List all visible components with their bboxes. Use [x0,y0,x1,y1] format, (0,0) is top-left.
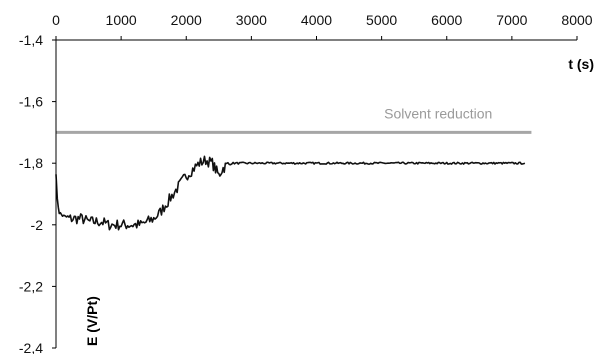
y-tick-label: -2 [31,217,44,233]
y-axis-title: E (V/Pt) [84,296,100,346]
x-tick-label: 5000 [366,12,397,28]
x-tick-label: 3000 [236,12,267,28]
x-tick-label: 8000 [561,12,592,28]
x-tick-label: 7000 [496,12,527,28]
x-tick-label: 0 [52,12,60,28]
y-tick-label: -1,4 [19,32,43,48]
y-tick-label: -1,6 [19,94,43,110]
x-axis-ticks: 0 1000 2000 3000 4000 5000 6000 7000 8000 [52,12,593,40]
reference-lines: Solvent reduction [56,105,532,134]
x-tick-label: 4000 [301,12,332,28]
x-axis-title: t (s) [568,56,594,72]
y-axis-ticks: -1,4 -1,6 -1,8 -2 -2,2 -2,4 [19,32,56,354]
potential-series-line [55,155,526,231]
y-tick-label: -2,4 [19,340,43,354]
x-tick-label: 1000 [106,12,137,28]
y-tick-label: -1,8 [19,155,43,171]
series-lines [55,155,526,231]
x-tick-label: 2000 [171,12,202,28]
x-tick-label: 6000 [431,12,462,28]
y-tick-label: -2,2 [19,278,43,294]
solvent-reduction-label: Solvent reduction [384,105,492,121]
